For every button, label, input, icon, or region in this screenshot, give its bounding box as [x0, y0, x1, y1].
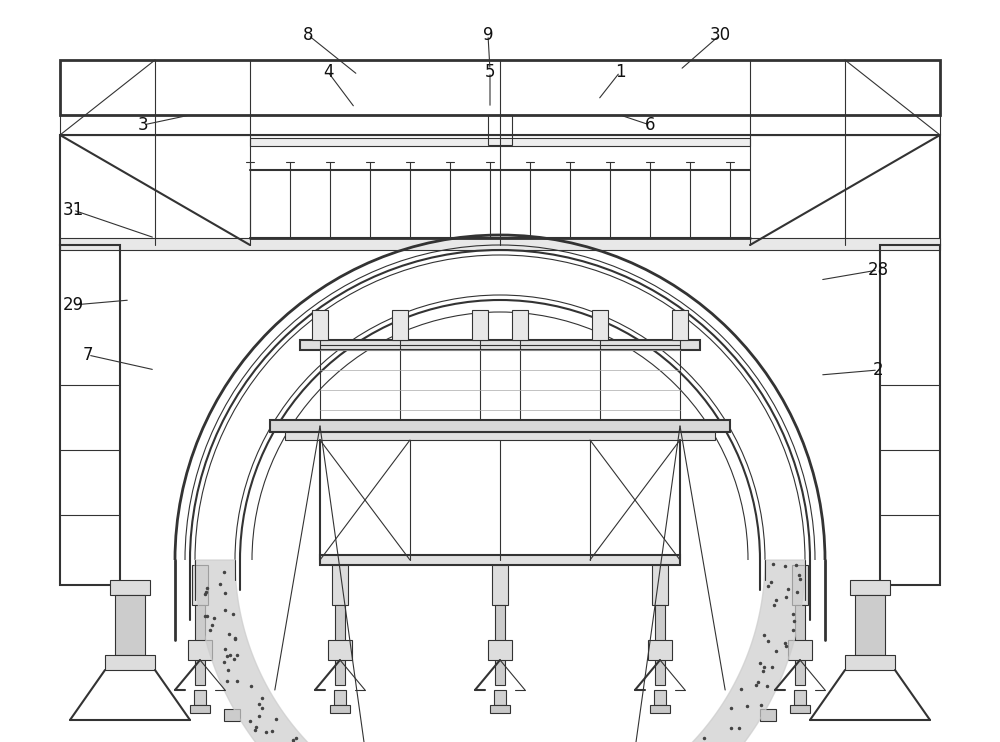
- Text: 2: 2: [873, 361, 883, 379]
- Bar: [650, 705, 670, 713]
- Bar: [790, 705, 810, 713]
- Bar: [592, 310, 608, 340]
- Polygon shape: [195, 560, 805, 742]
- Bar: [672, 310, 688, 340]
- Bar: [490, 705, 510, 713]
- Text: 4: 4: [323, 63, 333, 81]
- Bar: [794, 690, 806, 705]
- Bar: [188, 640, 212, 660]
- Text: 8: 8: [303, 26, 313, 44]
- Bar: [328, 640, 352, 660]
- Bar: [652, 565, 668, 605]
- Bar: [334, 690, 346, 705]
- Bar: [115, 595, 145, 655]
- Text: 3: 3: [138, 116, 148, 134]
- Bar: [190, 705, 210, 713]
- Text: 7: 7: [83, 346, 93, 364]
- Bar: [788, 640, 812, 660]
- Bar: [105, 655, 155, 670]
- Bar: [60, 238, 940, 250]
- Bar: [495, 605, 505, 685]
- Bar: [332, 565, 348, 605]
- Text: 31: 31: [62, 201, 84, 219]
- Bar: [312, 310, 328, 340]
- Bar: [792, 565, 808, 605]
- Bar: [392, 310, 408, 340]
- Bar: [494, 690, 506, 705]
- Bar: [60, 135, 940, 245]
- Bar: [850, 580, 890, 595]
- Bar: [192, 565, 208, 605]
- Bar: [60, 115, 940, 135]
- Bar: [195, 605, 205, 685]
- Bar: [472, 310, 488, 340]
- Bar: [760, 709, 776, 721]
- Bar: [110, 580, 150, 595]
- Bar: [194, 690, 206, 705]
- Text: 6: 6: [645, 116, 655, 134]
- Bar: [60, 245, 120, 585]
- Bar: [655, 605, 665, 685]
- Bar: [648, 640, 672, 660]
- Bar: [855, 595, 885, 655]
- Text: 29: 29: [62, 296, 84, 314]
- Text: 1: 1: [615, 63, 625, 81]
- Text: 30: 30: [709, 26, 731, 44]
- Text: 9: 9: [483, 26, 493, 44]
- Bar: [224, 709, 240, 721]
- Bar: [488, 115, 512, 145]
- Bar: [654, 690, 666, 705]
- Bar: [795, 605, 805, 685]
- Bar: [488, 640, 512, 660]
- Text: 28: 28: [867, 261, 889, 279]
- Bar: [270, 420, 730, 432]
- Bar: [300, 340, 700, 350]
- Bar: [320, 555, 680, 565]
- Bar: [492, 565, 508, 605]
- Bar: [335, 605, 345, 685]
- Bar: [512, 310, 528, 340]
- Bar: [845, 655, 895, 670]
- Bar: [330, 705, 350, 713]
- Text: 5: 5: [485, 63, 495, 81]
- Bar: [285, 432, 715, 440]
- Bar: [880, 245, 940, 585]
- Bar: [250, 138, 750, 146]
- Bar: [60, 60, 940, 115]
